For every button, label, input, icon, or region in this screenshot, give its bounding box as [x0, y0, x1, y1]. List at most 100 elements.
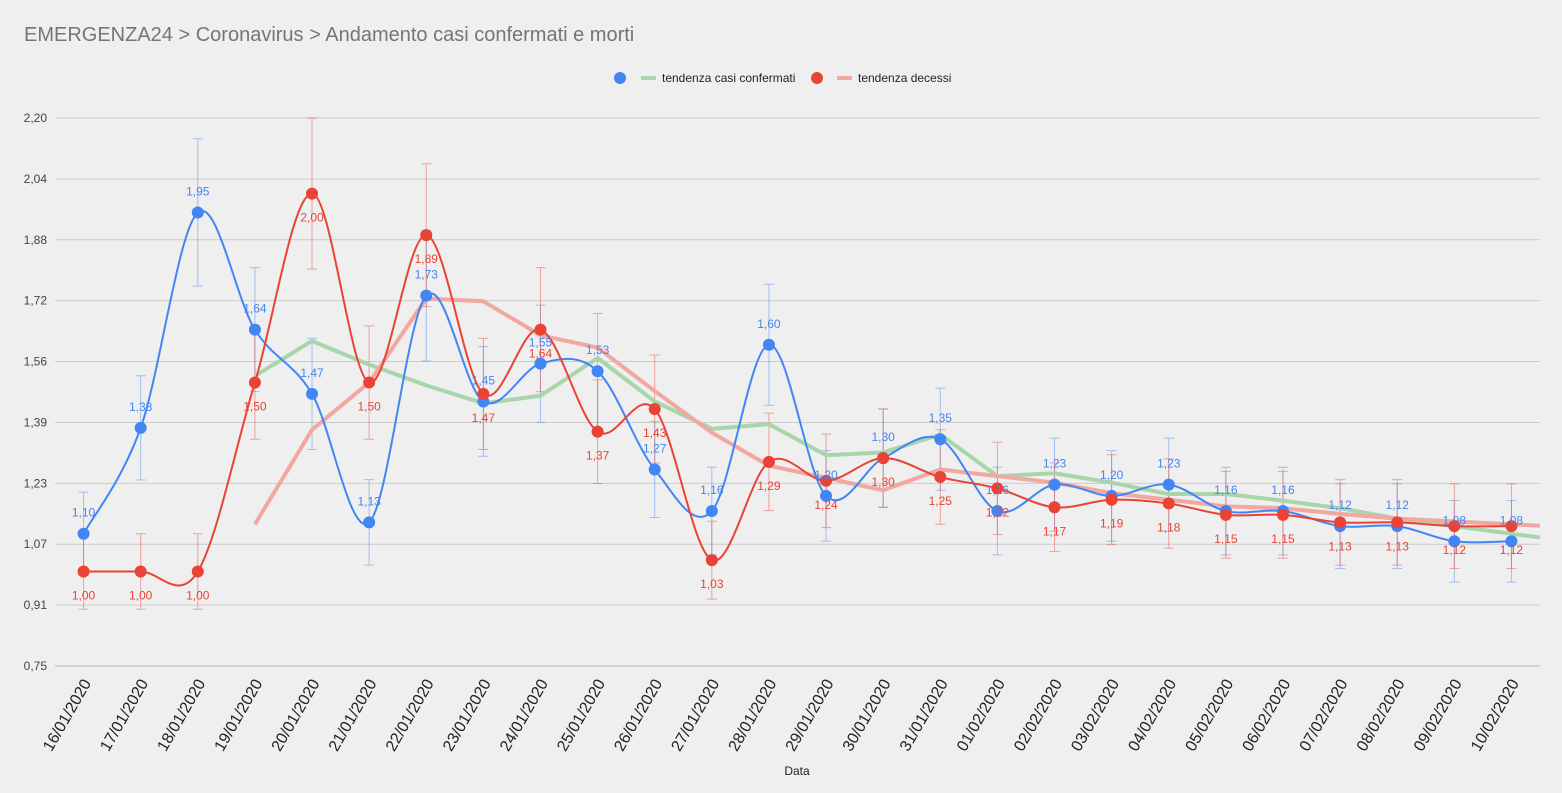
- deaths-data-label: 1,15: [1271, 532, 1295, 546]
- deaths-point: [991, 482, 1004, 495]
- cases-point: [248, 323, 261, 336]
- deaths-point: [534, 323, 547, 336]
- y-tick-label: 1,88: [24, 233, 48, 247]
- cases-point: [306, 387, 319, 400]
- legend-label-deaths-trend: tendenza decessi: [858, 71, 951, 85]
- deaths-data-label: 1,30: [871, 475, 895, 489]
- cases-point: [1162, 478, 1175, 491]
- deaths-point: [77, 565, 90, 578]
- cases-data-label: 1,20: [1100, 468, 1124, 482]
- chart-title: EMERGENZA24 > Coronavirus > Andamento ca…: [24, 24, 634, 46]
- deaths-data-label: 1,00: [186, 589, 210, 603]
- cases-data-label: 1,16: [1271, 483, 1295, 497]
- cases-data-label: 1,13: [357, 494, 381, 508]
- trend-lines: [253, 296, 1541, 540]
- cases-point: [134, 421, 147, 434]
- deaths-point: [477, 387, 490, 400]
- cases-data-label: 1,10: [72, 506, 96, 520]
- deaths-data-label: 2,00: [300, 211, 324, 225]
- y-tick-label: 1,07: [24, 537, 48, 551]
- legend-marker-deaths: [811, 72, 823, 84]
- cases-data-label: 1,55: [529, 336, 553, 350]
- deaths-data-label: 1,00: [129, 589, 153, 603]
- legend-marker-cases: [614, 72, 626, 84]
- deaths-point: [1219, 508, 1232, 521]
- data-labels: 1,10 1,38 1,95 1,64 1,47 1,13 1,73 1,45 1,55 1,53…: [72, 184, 1524, 602]
- cases-data-label: 1,16: [986, 483, 1010, 497]
- cases-point: [991, 505, 1004, 518]
- y-tick-label: 1,56: [24, 355, 48, 369]
- cases-data-label: 1,30: [871, 430, 895, 444]
- cases-data-label: 1,47: [300, 366, 324, 380]
- deaths-point: [705, 554, 718, 567]
- deaths-point: [248, 376, 261, 389]
- cases-data-label: 1,60: [757, 317, 781, 331]
- deaths-point: [877, 452, 890, 465]
- deaths-point: [820, 474, 833, 487]
- deaths-point: [1448, 520, 1461, 533]
- deaths-point: [934, 471, 947, 484]
- cases-trend-line: [253, 338, 1541, 540]
- legend: tendenza casi confermati tendenza decess…: [614, 71, 951, 85]
- cases-point: [534, 357, 547, 370]
- cases-data-label: 1,12: [1386, 498, 1410, 512]
- cases-point: [191, 206, 204, 219]
- cases-point: [1048, 478, 1061, 491]
- deaths-point: [648, 403, 661, 416]
- deaths-data-label: 1,15: [1214, 532, 1238, 546]
- cases-data-label: 1,53: [586, 343, 610, 357]
- legend-label-cases-trend: tendenza casi confermati: [662, 71, 795, 85]
- deaths-point: [420, 229, 433, 242]
- y-tick-label: 0,91: [24, 598, 48, 612]
- cases-data-label: 1,23: [1157, 457, 1181, 471]
- deaths-data-label: 1,50: [357, 400, 381, 414]
- deaths-point: [1162, 497, 1175, 510]
- cases-data-label: 1,20: [814, 468, 838, 482]
- deaths-data-label: 1,47: [472, 411, 496, 425]
- cases-point: [1448, 535, 1461, 548]
- cases-point: [1505, 535, 1518, 548]
- deaths-data-label: 1,22: [986, 505, 1010, 519]
- deaths-point: [306, 187, 319, 200]
- cases-point: [762, 338, 775, 351]
- cases-data-label: 1,08: [1500, 513, 1524, 527]
- deaths-data-label: 1,89: [415, 252, 439, 266]
- gridlines: [55, 117, 1540, 667]
- y-tick-label: 1,72: [24, 294, 48, 308]
- cases-data-label: 1,38: [129, 400, 153, 414]
- deaths-data-label: 1,50: [243, 400, 267, 414]
- deaths-point: [762, 455, 775, 468]
- series-points: [77, 187, 1518, 578]
- cases-data-label: 1,16: [1214, 483, 1238, 497]
- deaths-data-label: 1,29: [757, 479, 781, 493]
- cases-data-label: 1,08: [1443, 513, 1467, 527]
- cases-point: [363, 516, 376, 529]
- deaths-point: [134, 565, 147, 578]
- cases-point: [705, 505, 718, 518]
- deaths-point: [1276, 508, 1289, 521]
- deaths-point: [1505, 520, 1518, 533]
- deaths-point: [1391, 516, 1404, 529]
- deaths-data-label: 1,24: [814, 498, 838, 512]
- y-tick-label: 0,75: [24, 659, 48, 673]
- deaths-point: [363, 376, 376, 389]
- x-axis-title: Data: [784, 764, 810, 778]
- deaths-data-label: 1,12: [1500, 543, 1524, 557]
- deaths-point: [1048, 501, 1061, 514]
- cases-point: [77, 527, 90, 540]
- cases-point: [648, 463, 661, 476]
- cases-point: [820, 489, 833, 502]
- deaths-data-label: 1,25: [929, 494, 953, 508]
- cases-data-label: 1,12: [1328, 498, 1352, 512]
- cases-data-label: 1,16: [700, 483, 724, 497]
- deaths-point: [591, 425, 604, 438]
- deaths-data-label: 1,12: [1443, 543, 1467, 557]
- cases-data-label: 1,35: [929, 411, 953, 425]
- deaths-point: [1105, 493, 1118, 506]
- deaths-data-label: 1,00: [72, 589, 96, 603]
- y-tick-label: 1,39: [24, 415, 48, 429]
- deaths-trend-line: [253, 296, 1541, 528]
- y-tick-label: 1,23: [24, 476, 48, 490]
- cases-data-label: 1,45: [472, 373, 496, 387]
- y-axis-tick-labels: 0,75 0,91 1,07 1,23 1,39 1,56 1,72 1,88 2,04 2,20: [24, 111, 48, 673]
